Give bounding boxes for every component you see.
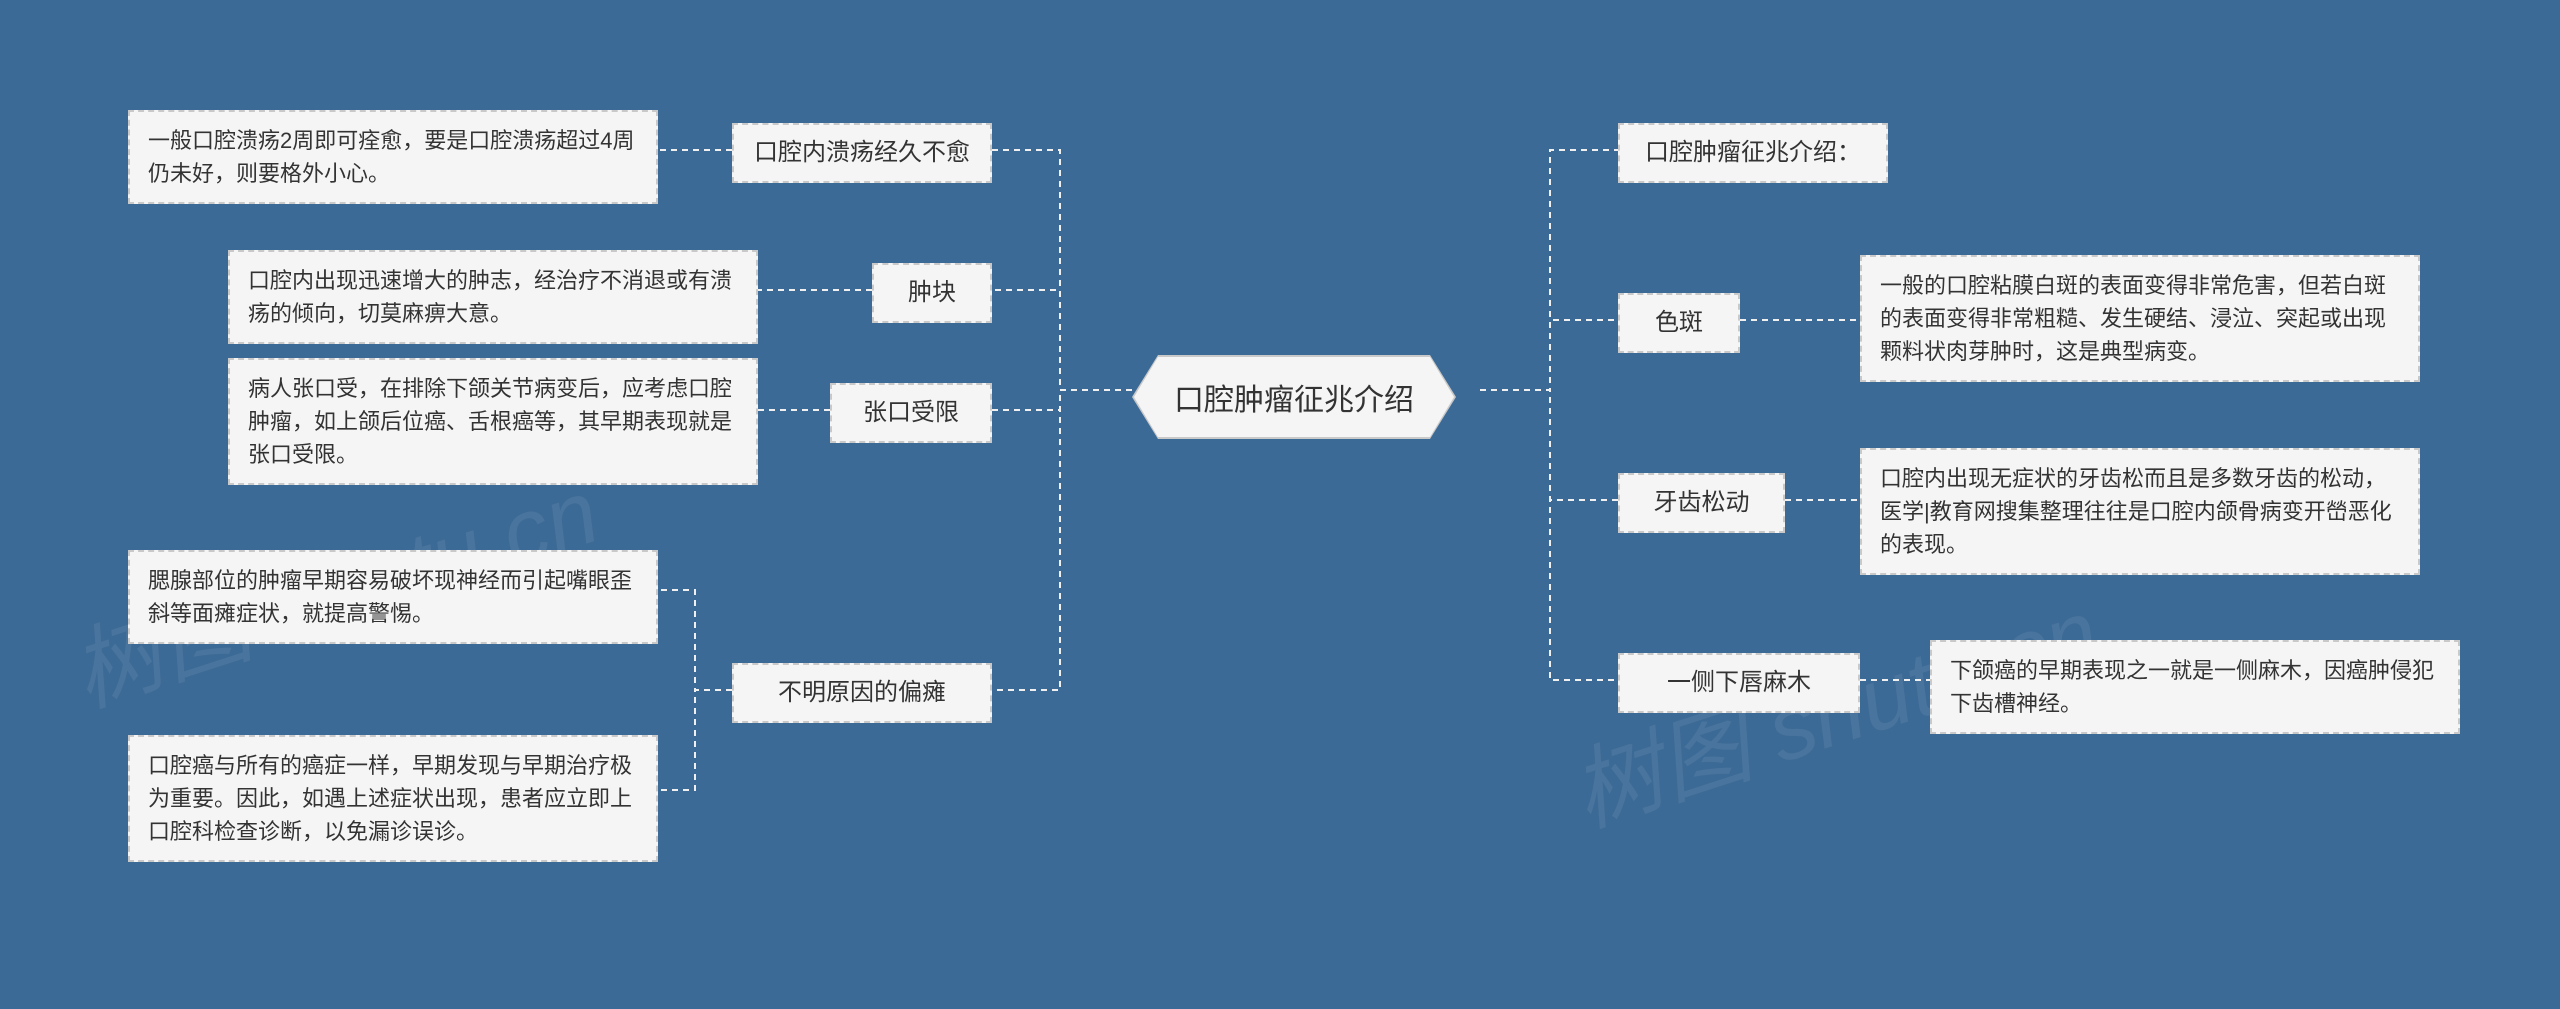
right-branch-1-leaf-0: 一般的口腔粘膜白斑的表面变得非常危害，但若白斑的表面变得非常粗糙、发生硬结、浸泣…: [1860, 255, 2420, 382]
left-branch-2: 张口受限: [830, 383, 992, 443]
right-branch-2: 牙齿松动: [1618, 473, 1785, 533]
central-label: 口腔肿瘤征兆介绍: [1134, 357, 1454, 437]
left-branch-3: 不明原因的偏瘫: [732, 663, 992, 723]
left-branch-1-leaf-0: 口腔内出现迅速增大的肿志，经治疗不消退或有溃疡的倾向，切莫麻痹大意。: [228, 250, 758, 344]
left-branch-1: 肿块: [872, 263, 992, 323]
right-branch-0: 口腔肿瘤征兆介绍：: [1618, 123, 1888, 183]
left-branch-0-leaf-0: 一般口腔溃疡2周即可痊愈，要是口腔溃疡超过4周仍未好，则要格外小心。: [128, 110, 658, 204]
right-branch-3: 一侧下唇麻木: [1618, 653, 1860, 713]
right-branch-1: 色斑: [1618, 293, 1740, 353]
right-branch-2-leaf-0: 口腔内出现无症状的牙齿松而且是多数牙齿的松动，医学|教育网搜集整理往往是口腔内颌…: [1860, 448, 2420, 575]
left-branch-3-leaf-0: 腮腺部位的肿瘤早期容易破坏现神经而引起嘴眼歪斜等面瘫症状，就提高警惕。: [128, 550, 658, 644]
central-node: 口腔肿瘤征兆介绍: [1132, 355, 1456, 439]
right-branch-3-leaf-0: 下颌癌的早期表现之一就是一侧麻木，因癌肿侵犯下齿槽神经。: [1930, 640, 2460, 734]
left-branch-2-leaf-0: 病人张口受，在排除下颌关节病变后，应考虑口腔肿瘤，如上颌后位癌、舌根癌等，其早期…: [228, 358, 758, 485]
left-branch-3-leaf-1: 口腔癌与所有的癌症一样，早期发现与早期治疗极为重要。因此，如遇上述症状出现，患者…: [128, 735, 658, 862]
left-branch-0: 口腔内溃疡经久不愈: [732, 123, 992, 183]
